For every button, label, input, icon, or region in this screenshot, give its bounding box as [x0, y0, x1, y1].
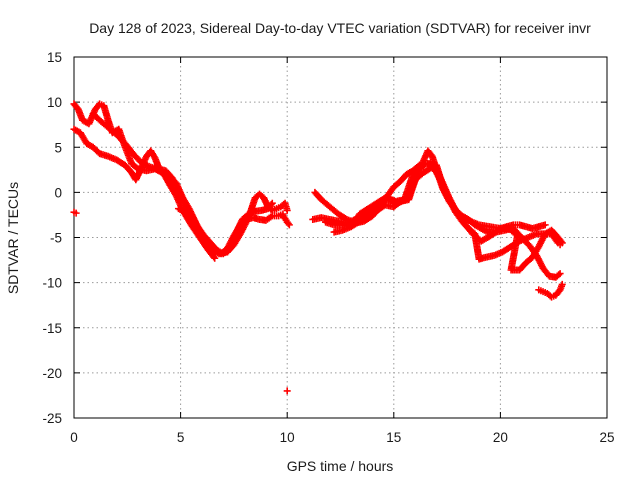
y-tick-label: 15 [47, 50, 62, 65]
x-tick-label: 5 [177, 430, 185, 445]
data-point [283, 206, 291, 214]
data-point [556, 241, 564, 249]
y-tick-label: 0 [54, 185, 62, 200]
y-tick-label: -15 [42, 321, 62, 336]
x-axis-label: GPS time / hours [287, 458, 394, 474]
data-point [72, 209, 80, 217]
y-axis-label: SDTVAR / TECUs [5, 182, 21, 294]
axis-ticks: 0 5 10 15 20 25 -25 -20 -15 -10 -5 0 5 10 15 [42, 50, 614, 445]
data-point [558, 280, 566, 288]
x-tick-label: 0 [70, 430, 78, 445]
y-tick-label: -20 [42, 366, 62, 381]
data-point [541, 221, 549, 229]
y-tick-label: -25 [42, 411, 62, 426]
data-point [555, 271, 563, 279]
x-tick-label: 15 [386, 430, 401, 445]
x-tick-label: 20 [493, 430, 508, 445]
data-point [283, 387, 291, 395]
data-point [210, 253, 218, 261]
y-tick-label: 5 [54, 140, 62, 155]
x-tick-label: 25 [599, 430, 614, 445]
y-tick-label: 10 [47, 95, 62, 110]
y-tick-label: -10 [42, 276, 62, 291]
data-points [70, 100, 566, 395]
data-point [553, 237, 561, 245]
grid-lines [74, 57, 607, 418]
x-tick-label: 10 [280, 430, 295, 445]
data-point [211, 254, 219, 262]
data-point [284, 220, 292, 228]
y-tick-label: -5 [50, 231, 62, 246]
data-point [285, 221, 293, 229]
chart-title: Day 128 of 2023, Sidereal Day-to-day VTE… [89, 20, 591, 36]
data-point [556, 270, 564, 278]
